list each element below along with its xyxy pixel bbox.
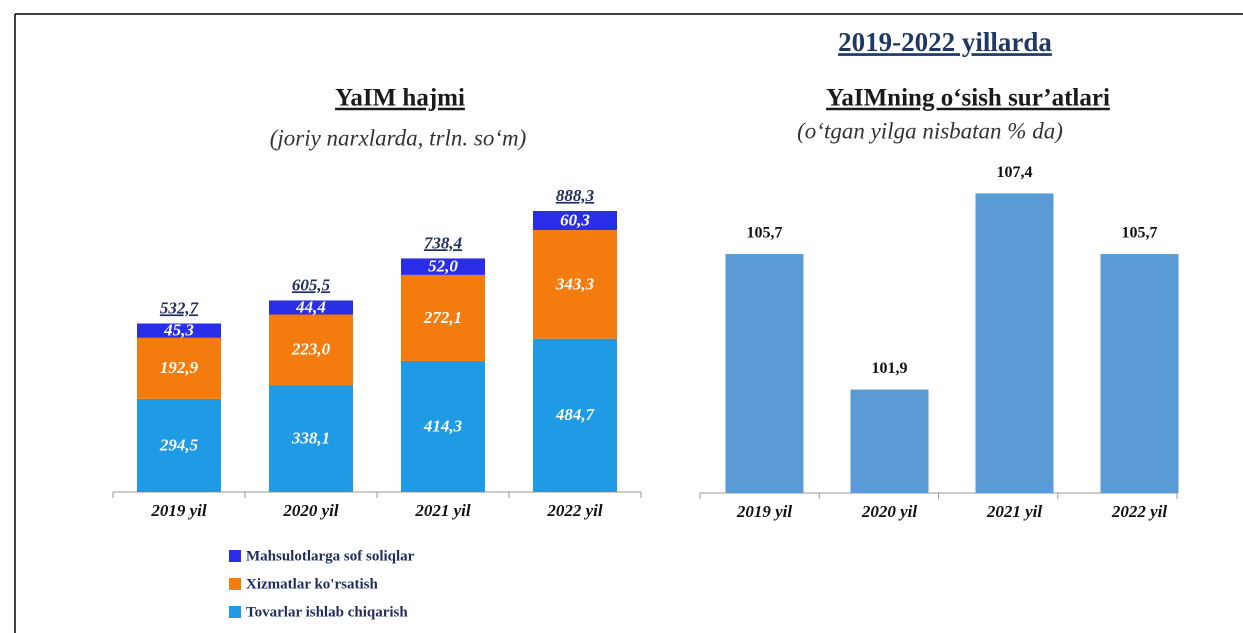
segment-label: 272,1	[423, 308, 462, 327]
value-label: 101,9	[872, 360, 908, 377]
bar-segment	[533, 338, 617, 492]
bar-segment	[137, 398, 221, 492]
segment-label: 294,5	[159, 435, 199, 454]
value-label: 105,7	[747, 225, 783, 242]
x-tick-label: 2021 yil	[986, 502, 1043, 521]
bar	[850, 389, 929, 493]
legend-swatch	[229, 606, 241, 618]
total-label: 605,5	[292, 275, 331, 294]
segment-label: 343,3	[555, 274, 595, 293]
x-tick-label: 2022 yil	[546, 501, 603, 520]
x-tick-label: 2019 yil	[150, 501, 207, 520]
legend-label: Mahsulotlarga sof soliqlar	[246, 548, 415, 564]
value-label: 105,7	[1122, 225, 1158, 242]
x-tick-label: 2020 yil	[861, 502, 918, 521]
bar-segment	[533, 211, 617, 231]
bar-segment	[401, 274, 485, 361]
chart-title: YaIMning o‘sish sur’atlari	[826, 85, 1110, 112]
legend-label: Tovarlar ishlab chiqarish	[246, 604, 408, 620]
bar-segment	[269, 300, 353, 315]
page-title: 2019-2022 yillarda	[838, 27, 1052, 57]
value-label: 107,4	[997, 164, 1033, 181]
bar	[725, 254, 804, 493]
legend-swatch	[229, 578, 241, 590]
segment-label: 45,3	[163, 321, 194, 340]
x-tick-label: 2021 yil	[414, 501, 471, 520]
segment-label: 192,9	[160, 358, 199, 377]
x-tick-label: 2019 yil	[736, 502, 793, 521]
chart-subtitle: (o‘tgan yilga nisbatan % da)	[797, 118, 1063, 143]
legend-label: Xizmatlar ko'rsatish	[246, 576, 378, 592]
bar-segment	[401, 360, 485, 492]
bar-segment	[269, 385, 353, 492]
segment-label: 44,4	[295, 297, 326, 316]
legend-swatch	[229, 550, 241, 562]
x-tick-label: 2020 yil	[282, 501, 339, 520]
chart-subtitle: (joriy narxlarda, trln. so‘m)	[270, 125, 527, 150]
segment-label: 338,1	[291, 428, 330, 447]
x-tick-label: 2022 yil	[1111, 502, 1168, 521]
bar	[975, 193, 1054, 493]
total-label: 738,4	[424, 233, 462, 252]
segment-label: 52,0	[428, 257, 458, 276]
bar-segment	[137, 337, 221, 399]
bar-segment	[137, 323, 221, 338]
total-label: 888,3	[556, 186, 595, 205]
segment-label: 484,7	[555, 405, 596, 424]
segment-label: 223,0	[291, 340, 331, 359]
bar	[1100, 254, 1179, 493]
segment-label: 414,3	[423, 416, 463, 435]
segment-label: 60,3	[560, 210, 590, 229]
total-label: 532,7	[160, 298, 200, 317]
bar-segment	[533, 230, 617, 339]
bar-segment	[269, 314, 353, 386]
chart-title: YaIM hajmi	[335, 85, 465, 112]
bar-segment	[401, 258, 485, 275]
